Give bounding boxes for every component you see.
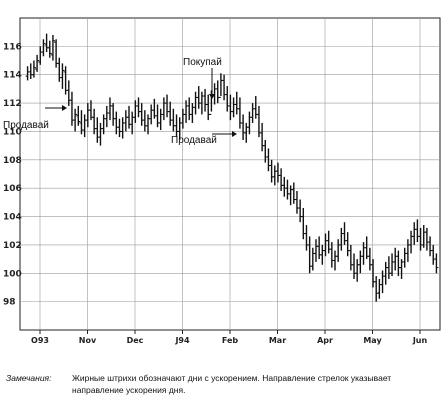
y-axis: 98 100 102 104 106 108 110 112 114 116 — [3, 42, 22, 307]
x-tick-label: Apr — [317, 336, 333, 345]
x-tick-label: Mar — [269, 336, 286, 345]
y-tick-label: 106 — [3, 184, 22, 194]
sell-annotation-left: Продавай — [3, 120, 49, 131]
x-tick-label: Jun — [412, 336, 428, 345]
x-tick-label: Nov — [79, 336, 97, 345]
y-tick-label: 114 — [3, 71, 22, 81]
price-bar — [73, 108, 78, 132]
price-bar — [76, 105, 81, 126]
sell-annotation-middle: Продавай — [171, 135, 217, 146]
y-tick-label: 100 — [3, 269, 22, 279]
y-tick-label: 112 — [3, 99, 22, 109]
y-tick-label: 110 — [3, 127, 22, 137]
x-tick-label: J94 — [174, 336, 190, 345]
y-tick-label: 104 — [3, 213, 22, 223]
y-tick-label: 108 — [3, 156, 22, 166]
footnote-text: Жирные штрихи обозначают дни с ускорение… — [72, 373, 392, 395]
x-tick-label: O93 — [31, 336, 49, 345]
y-tick-label: 116 — [3, 42, 22, 52]
price-bar — [434, 253, 439, 274]
x-axis: O93 Nov Dec J94 Feb Mar Apr May Jun — [31, 330, 427, 345]
buy-arrow-head — [209, 94, 215, 99]
sell-arrow-left-head — [62, 105, 67, 111]
price-bar — [41, 39, 46, 57]
price-bars — [25, 33, 439, 302]
x-tick-label: Dec — [127, 336, 144, 345]
x-tick-label: Feb — [222, 336, 239, 345]
grid — [20, 18, 440, 330]
price-bar — [50, 35, 55, 61]
price-chart: 98 100 102 104 106 108 110 112 114 116 O93 Nov Dec J… — [3, 17, 441, 345]
footnote-label: Замечания: — [6, 373, 52, 383]
y-tick-label: 98 — [3, 298, 16, 308]
y-tick-label: 102 — [3, 241, 22, 251]
price-bar — [31, 60, 36, 78]
buy-annotation: Покупай — [183, 57, 222, 68]
annotations: Покупай Продавай Продавай — [3, 57, 237, 146]
sell-arrow-middle-head — [232, 131, 237, 137]
x-tick-label: May — [363, 336, 382, 345]
price-bar — [60, 63, 65, 89]
price-bar — [47, 40, 52, 58]
price-bar — [35, 54, 40, 72]
